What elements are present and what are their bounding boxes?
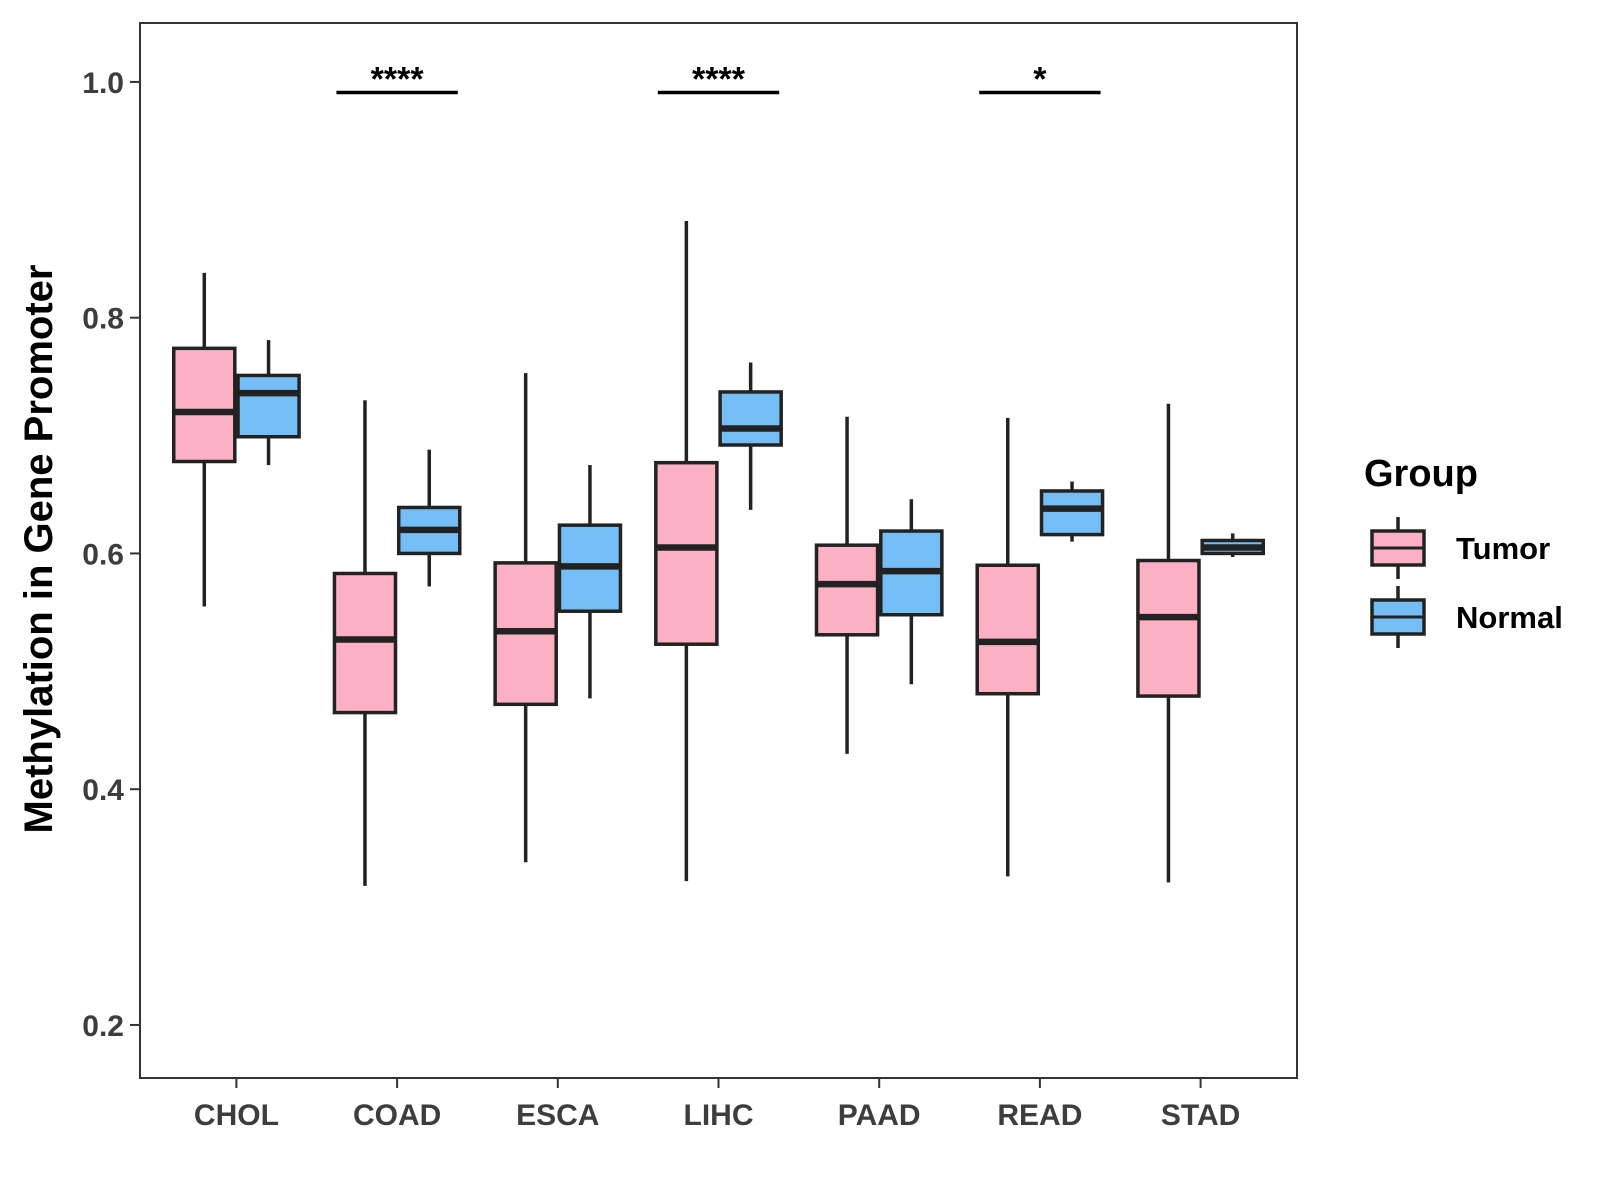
- box-tumor-lihc: [654, 221, 719, 882]
- box-normal-coad: [396, 449, 462, 587]
- y-tick-label: 0.8: [82, 303, 124, 336]
- x-tick-label-chol: CHOL: [194, 1099, 279, 1132]
- x-tick-label-coad: COAD: [353, 1099, 441, 1132]
- y-tick-label: 1.0: [82, 67, 124, 100]
- legend-key-normal: Normal: [1370, 586, 1563, 648]
- y-tick-label: 0.2: [82, 1010, 124, 1043]
- significance-lihc: ****: [657, 61, 780, 99]
- legend-label-tumor: Tumor: [1456, 531, 1550, 566]
- box-normal-read: [1039, 481, 1105, 542]
- box-tumor-esca: [493, 373, 558, 863]
- y-tick-label: 0.6: [82, 538, 124, 571]
- y-axis: 0.2 0.4 0.6 0.8 1.0: [82, 67, 140, 1043]
- box-iqr: [814, 543, 880, 637]
- box-normal-chol: [236, 340, 301, 466]
- x-tick-label-read: READ: [997, 1099, 1082, 1132]
- x-axis: CHOL COAD ESCA LIHC PAAD READ STAD: [194, 1078, 1240, 1132]
- legend: Group Tumor Normal: [1364, 453, 1563, 648]
- significance-read: *: [979, 61, 1101, 99]
- box-tumor-stad: [1136, 403, 1201, 883]
- box-tumor-chol: [171, 272, 237, 607]
- box-normal-stad: [1200, 533, 1266, 557]
- significance-label: ****: [371, 61, 425, 99]
- box-normal-paad: [879, 499, 944, 685]
- box-iqr: [1039, 489, 1105, 537]
- x-tick-label-stad: STAD: [1161, 1099, 1240, 1132]
- box-iqr: [654, 460, 719, 646]
- box-tumor-read: [975, 417, 1041, 877]
- box-iqr: [236, 373, 301, 439]
- significance-coad: ****: [336, 61, 458, 99]
- legend-key-tumor: Tumor: [1370, 517, 1550, 579]
- plot-marks: **** **** *: [171, 61, 1266, 886]
- box-iqr: [718, 390, 783, 447]
- y-axis-title: Methylation in Gene Promoter: [17, 265, 61, 834]
- x-tick-label-paad: PAAD: [838, 1099, 921, 1132]
- significance-label: ****: [692, 61, 746, 99]
- box-iqr: [332, 571, 398, 715]
- series-normal: [236, 340, 1266, 699]
- x-tick-label-esca: ESCA: [516, 1099, 599, 1132]
- box-tumor-paad: [814, 416, 880, 754]
- significance-label: *: [1033, 61, 1047, 99]
- legend-label-normal: Normal: [1456, 600, 1563, 635]
- box-tumor-coad: [332, 400, 398, 886]
- legend-title: Group: [1364, 453, 1478, 495]
- box-iqr: [1136, 558, 1201, 698]
- x-tick-label-lihc: LIHC: [684, 1099, 754, 1132]
- box-normal-esca: [557, 465, 623, 699]
- box-normal-lihc: [718, 362, 783, 510]
- series-tumor: [171, 221, 1201, 886]
- box-iqr: [975, 563, 1041, 696]
- y-tick-label: 0.4: [82, 774, 124, 807]
- box-iqr: [171, 346, 237, 464]
